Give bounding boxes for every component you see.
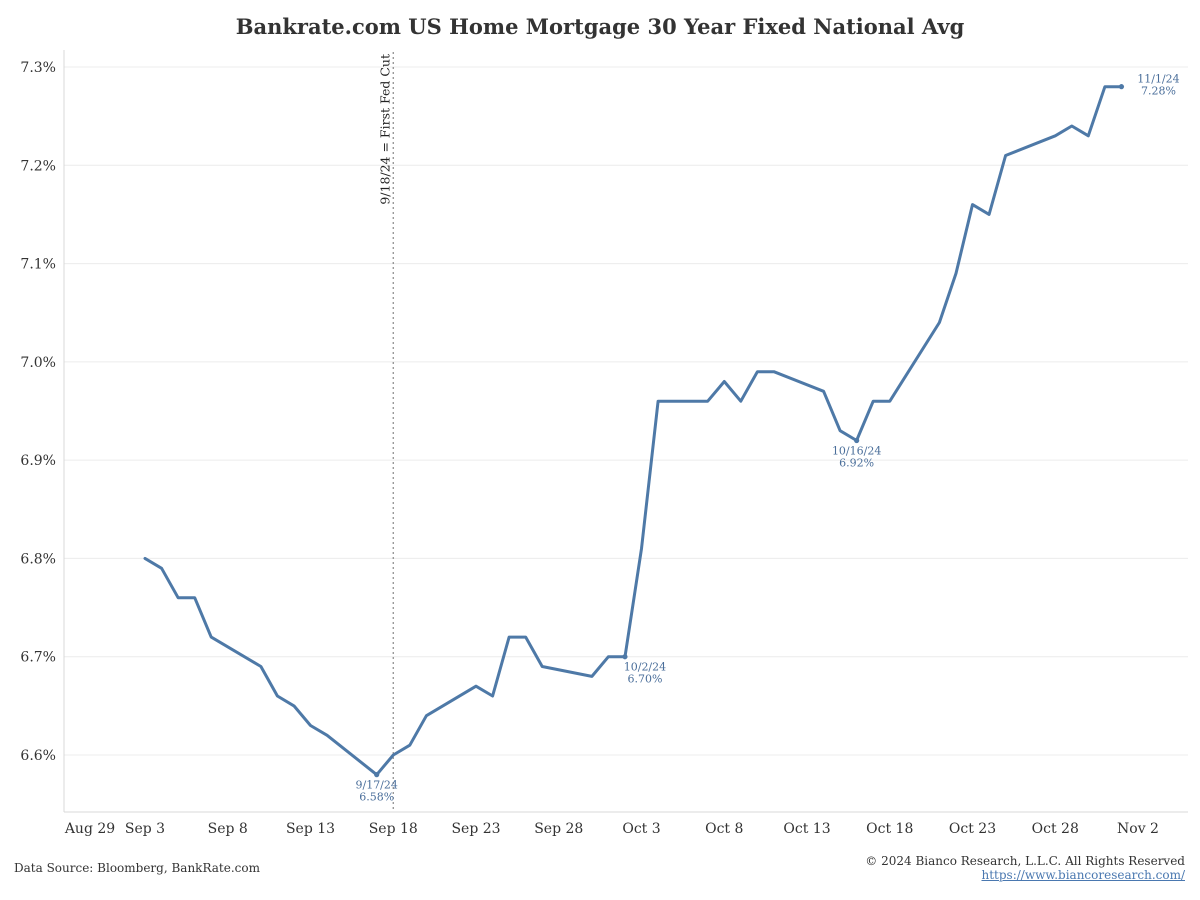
annotation-value: 6.58%: [359, 791, 394, 804]
fed-cut-label: 9/18/24 = First Fed Cut: [377, 54, 392, 205]
copyright-text: © 2024 Bianco Research, L.L.C. All Right…: [865, 854, 1185, 868]
x-tick-label: Sep 18: [369, 821, 418, 837]
footer-credits: © 2024 Bianco Research, L.L.C. All Right…: [865, 854, 1185, 882]
x-tick-label: Nov 2: [1117, 821, 1159, 837]
annotation-marker: [374, 772, 380, 778]
y-tick-label: 6.7%: [20, 650, 56, 666]
x-tick-label: Sep 28: [534, 821, 583, 837]
annotation-date: 10/2/24: [624, 661, 666, 674]
annotation-date: 11/1/24: [1137, 73, 1179, 86]
y-tick-label: 6.6%: [20, 748, 56, 764]
x-tick-label: Aug 29: [64, 821, 115, 837]
x-tick-label: Oct 13: [783, 821, 830, 837]
y-tick-label: 7.0%: [20, 355, 56, 371]
x-tick-label: Sep 3: [125, 821, 165, 837]
y-tick-label: 6.8%: [20, 551, 56, 567]
x-tick-label: Sep 23: [451, 821, 500, 837]
mortgage-rate-series-line: [143, 85, 1123, 777]
annotation-value: 7.28%: [1141, 85, 1176, 98]
data-source: Data Source: Bloomberg, BankRate.com: [14, 861, 260, 875]
annotation-date: 10/16/24: [832, 444, 881, 457]
x-tick-label: Sep 8: [208, 821, 248, 837]
annotation-marker: [854, 437, 860, 444]
annotation-value: 6.92%: [839, 456, 874, 469]
chart-title: Bankrate.com US Home Mortgage 30 Year Fi…: [235, 14, 965, 39]
annotation-marker: [622, 654, 628, 660]
y-tick-label: 7.2%: [20, 158, 56, 174]
annotation-date: 9/17/24: [355, 779, 397, 792]
y-tick-label: 7.1%: [20, 257, 56, 273]
x-tick-label: Sep 13: [286, 821, 335, 837]
y-tick-label: 6.9%: [20, 453, 56, 469]
annotation-value: 6.70%: [627, 673, 662, 686]
x-tick-label: Oct 3: [622, 821, 660, 837]
x-tick-label: Oct 28: [1032, 821, 1079, 837]
x-tick-label: Oct 8: [705, 821, 743, 837]
website-link[interactable]: https://www.biancoresearch.com/: [981, 868, 1185, 882]
annotation-marker: [1118, 84, 1125, 90]
x-tick-label: Oct 18: [866, 821, 913, 837]
y-tick-label: 7.3%: [20, 60, 56, 76]
x-tick-label: Oct 23: [949, 821, 996, 837]
